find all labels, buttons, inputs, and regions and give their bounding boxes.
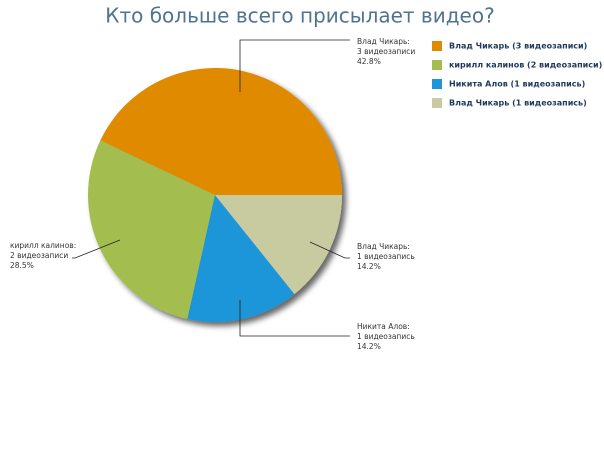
callout-name: Никита Алов: [357,322,410,331]
legend-swatch [432,79,442,89]
legend-label: Влад Чикарь (3 видеозаписи) [449,42,587,51]
pie-slice [88,140,215,319]
callout-value: 14.2% [357,342,381,351]
pie-slice [215,195,342,295]
pie [88,68,342,322]
callout-value: 42.8% [357,57,381,66]
callout-value: 14.2% [357,262,381,271]
callout-line [239,39,350,92]
callout-name: кирилл калинов: [10,241,76,250]
callout-name: Влад Чикарь: [357,37,410,46]
legend-label: Влад Чикарь (1 видеозапись) [449,99,587,108]
callout-name: Влад Чикарь: [357,242,410,251]
callout-count: 3 видеозаписи [357,47,415,56]
legend-label: Никита Алов (1 видеозапись) [449,80,585,89]
callout-line [72,239,121,259]
callout-value: 28.5% [10,261,34,270]
callout-line [309,241,350,259]
callout-count: 2 видеозаписи [10,251,68,260]
legend-swatch [432,98,442,108]
callout-count: 1 видеозапись [357,252,415,261]
callout-line [239,300,350,337]
legend-swatch [432,41,442,51]
chart-title: Кто больше всего присылает видео? [105,4,494,28]
legend-label: кирилл калинов (2 видеозаписи) [449,61,602,70]
pie-slice [187,195,295,322]
callout-count: 1 видеозапись [357,332,415,341]
legend-swatch [432,60,442,70]
pie-slice [100,68,342,195]
